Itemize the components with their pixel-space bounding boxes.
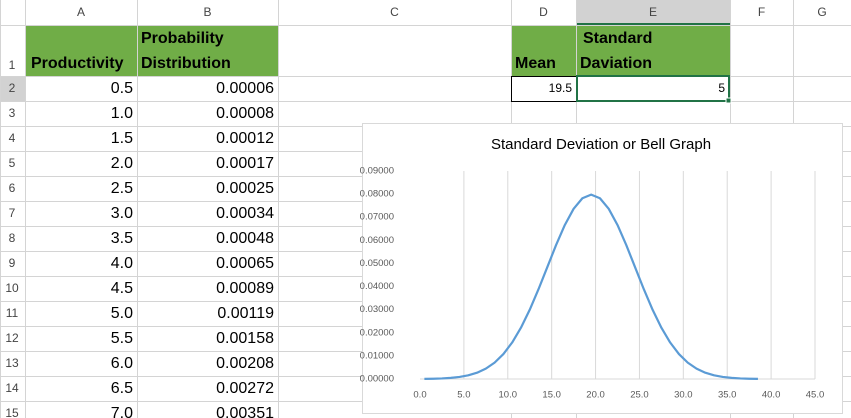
x-tick-label: 35.0 [718,390,737,401]
cell-value[interactable]: 7.0 [111,405,133,418]
header-text: Probability [141,30,224,47]
selected-column-header [576,0,730,25]
header-text: Productivity [31,55,124,72]
cell-value[interactable]: 0.00065 [216,255,274,272]
cell-value[interactable]: 1.5 [111,130,133,147]
cell-value[interactable]: 5.5 [111,330,133,347]
cell-value[interactable]: 1.0 [111,105,133,122]
row-header[interactable]: 9 [9,256,16,270]
y-tick-label: 0.06000 [360,235,394,246]
x-tick-label: 30.0 [674,390,693,401]
cell-value[interactable]: 0.00208 [216,355,274,372]
y-tick-label: 0.03000 [360,304,394,315]
cell-value[interactable]: 5.0 [111,305,133,322]
cell-value[interactable]: 4.5 [111,280,133,297]
cell-value[interactable]: 0.00006 [216,80,274,97]
x-tick-label: 40.0 [762,390,781,401]
row-header[interactable]: 14 [5,381,19,395]
row-header[interactable]: 4 [9,131,16,145]
cell-value[interactable]: 0.5 [111,80,133,97]
cell-value[interactable]: 0.00025 [216,180,274,197]
cell-value[interactable]: 0.00048 [216,230,274,247]
y-tick-label: 0.05000 [360,258,394,269]
cell-value[interactable]: 0.00351 [216,405,274,418]
column-header[interactable]: G [817,5,826,19]
y-tick-label: 0.07000 [360,212,394,223]
x-tick-label: 5.0 [457,390,470,401]
y-tick-label: 0.02000 [360,327,394,338]
row-header[interactable]: 7 [9,206,16,220]
header-text: Mean [515,55,556,72]
row-header[interactable]: 10 [5,281,19,295]
header-text: Standard [583,30,652,47]
x-tick-label: 0.0 [413,390,426,401]
header-text: Distribution [141,55,231,72]
x-tick-label: 15.0 [542,390,561,401]
cell-value[interactable]: 0.00008 [216,105,274,122]
x-tick-label: 10.0 [499,390,518,401]
cell-value[interactable]: 2.0 [111,155,133,172]
header-text: Daviation [580,55,652,72]
cell-value[interactable]: 4.0 [111,255,133,272]
column-header[interactable]: D [539,5,548,19]
row-header[interactable]: 3 [9,106,16,120]
column-header[interactable]: E [649,5,657,19]
row-header[interactable]: 13 [5,356,19,370]
cell-value[interactable]: 6.5 [111,380,133,397]
header-cell-fill [25,25,137,76]
cell-value[interactable]: 0.00012 [216,130,274,147]
chart-title: Standard Deviation or Bell Graph [491,136,711,153]
row-header[interactable]: 5 [9,156,16,170]
row-header[interactable]: 2 [9,81,16,95]
row-header[interactable]: 15 [5,406,19,418]
cell-value[interactable]: 0.00034 [216,205,274,222]
cell-value[interactable]: 2.5 [111,180,133,197]
y-tick-label: 0.09000 [360,166,394,177]
cell-value[interactable]: 19.5 [549,81,573,95]
row-header[interactable]: 6 [9,181,16,195]
selected-row-header [0,76,25,101]
cell-value[interactable]: 0.00119 [217,305,274,322]
column-header[interactable]: C [390,5,399,19]
cell-value[interactable]: 5 [718,81,725,95]
column-header[interactable]: B [203,5,211,19]
cell-value[interactable]: 0.00089 [216,280,274,297]
cell-value[interactable]: 3.5 [111,230,133,247]
chart-area[interactable] [362,123,843,414]
row-header[interactable]: 12 [5,331,19,345]
cell-value[interactable]: 0.00158 [216,330,274,347]
y-tick-label: 0.00000 [360,374,394,385]
x-tick-label: 45.0 [806,390,825,401]
fill-handle [725,97,732,104]
cell-value[interactable]: 0.00017 [216,155,274,172]
header-cell-fill [576,25,730,76]
x-tick-label: 25.0 [630,390,649,401]
column-header[interactable]: F [758,5,765,19]
row-header[interactable]: 11 [6,306,19,320]
y-tick-label: 0.04000 [360,281,394,292]
x-tick-label: 20.0 [586,390,605,401]
selected-cell [576,75,730,102]
cell-value[interactable]: 3.0 [111,205,133,222]
cell-value[interactable]: 6.0 [111,355,133,372]
line-series [424,193,758,380]
cell-value[interactable]: 0.00272 [216,380,274,397]
row-header[interactable]: 1 [9,58,16,72]
header-cell-fill [137,25,278,76]
column-header[interactable]: A [77,5,85,19]
y-tick-label: 0.01000 [360,350,394,361]
header-cell-fill [511,25,576,76]
y-tick-label: 0.08000 [360,189,394,200]
row-header[interactable]: 8 [9,231,16,245]
